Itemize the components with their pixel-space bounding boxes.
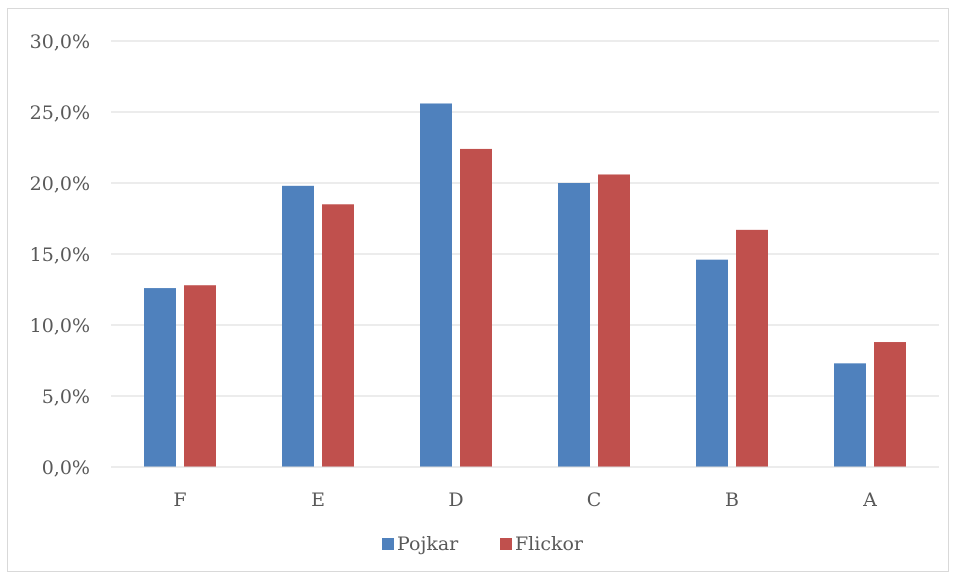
- bar-pojkar-c: [558, 183, 590, 467]
- x-tick-label: E: [311, 489, 325, 511]
- y-tick-label: 30,0%: [30, 31, 90, 53]
- bar-pojkar-b: [696, 259, 728, 467]
- bar-pojkar-f: [144, 288, 176, 467]
- x-tick-label: D: [448, 489, 463, 511]
- y-axis-ticks: 0,0% 5,0% 10,0% 15,0% 20,0% 25,0% 30,0%: [30, 31, 90, 479]
- y-tick-label: 10,0%: [30, 315, 90, 337]
- bar-flickor-e: [322, 204, 354, 468]
- x-tick-label: A: [862, 489, 877, 511]
- bar-flickor-b: [736, 229, 768, 467]
- x-tick-label: C: [587, 489, 602, 511]
- y-tick-label: 15,0%: [30, 244, 90, 266]
- legend-swatch-pojkar: [382, 538, 394, 550]
- y-tick-label: 20,0%: [30, 173, 90, 195]
- bar-flickor-a: [874, 342, 906, 467]
- y-tick-label: 5,0%: [42, 386, 90, 408]
- bar-flickor-d: [460, 148, 492, 468]
- y-tick-label: 25,0%: [30, 102, 90, 124]
- y-tick-label: 0,0%: [42, 457, 90, 479]
- x-tick-label: F: [173, 489, 186, 511]
- legend-label-flickor: Flickor: [515, 533, 584, 555]
- bar-flickor-c: [598, 174, 630, 468]
- bars: [144, 103, 906, 468]
- gridlines: [111, 40, 939, 397]
- legend-label-pojkar: Pojkar: [397, 533, 459, 555]
- bar-pojkar-a: [834, 363, 866, 467]
- bar-pojkar-d: [420, 103, 452, 467]
- x-tick-label: B: [725, 489, 739, 511]
- bar-pojkar-e: [282, 185, 314, 467]
- legend: Pojkar Flickor: [382, 533, 584, 555]
- bar-flickor-f: [184, 285, 216, 467]
- legend-swatch-flickor: [500, 538, 512, 550]
